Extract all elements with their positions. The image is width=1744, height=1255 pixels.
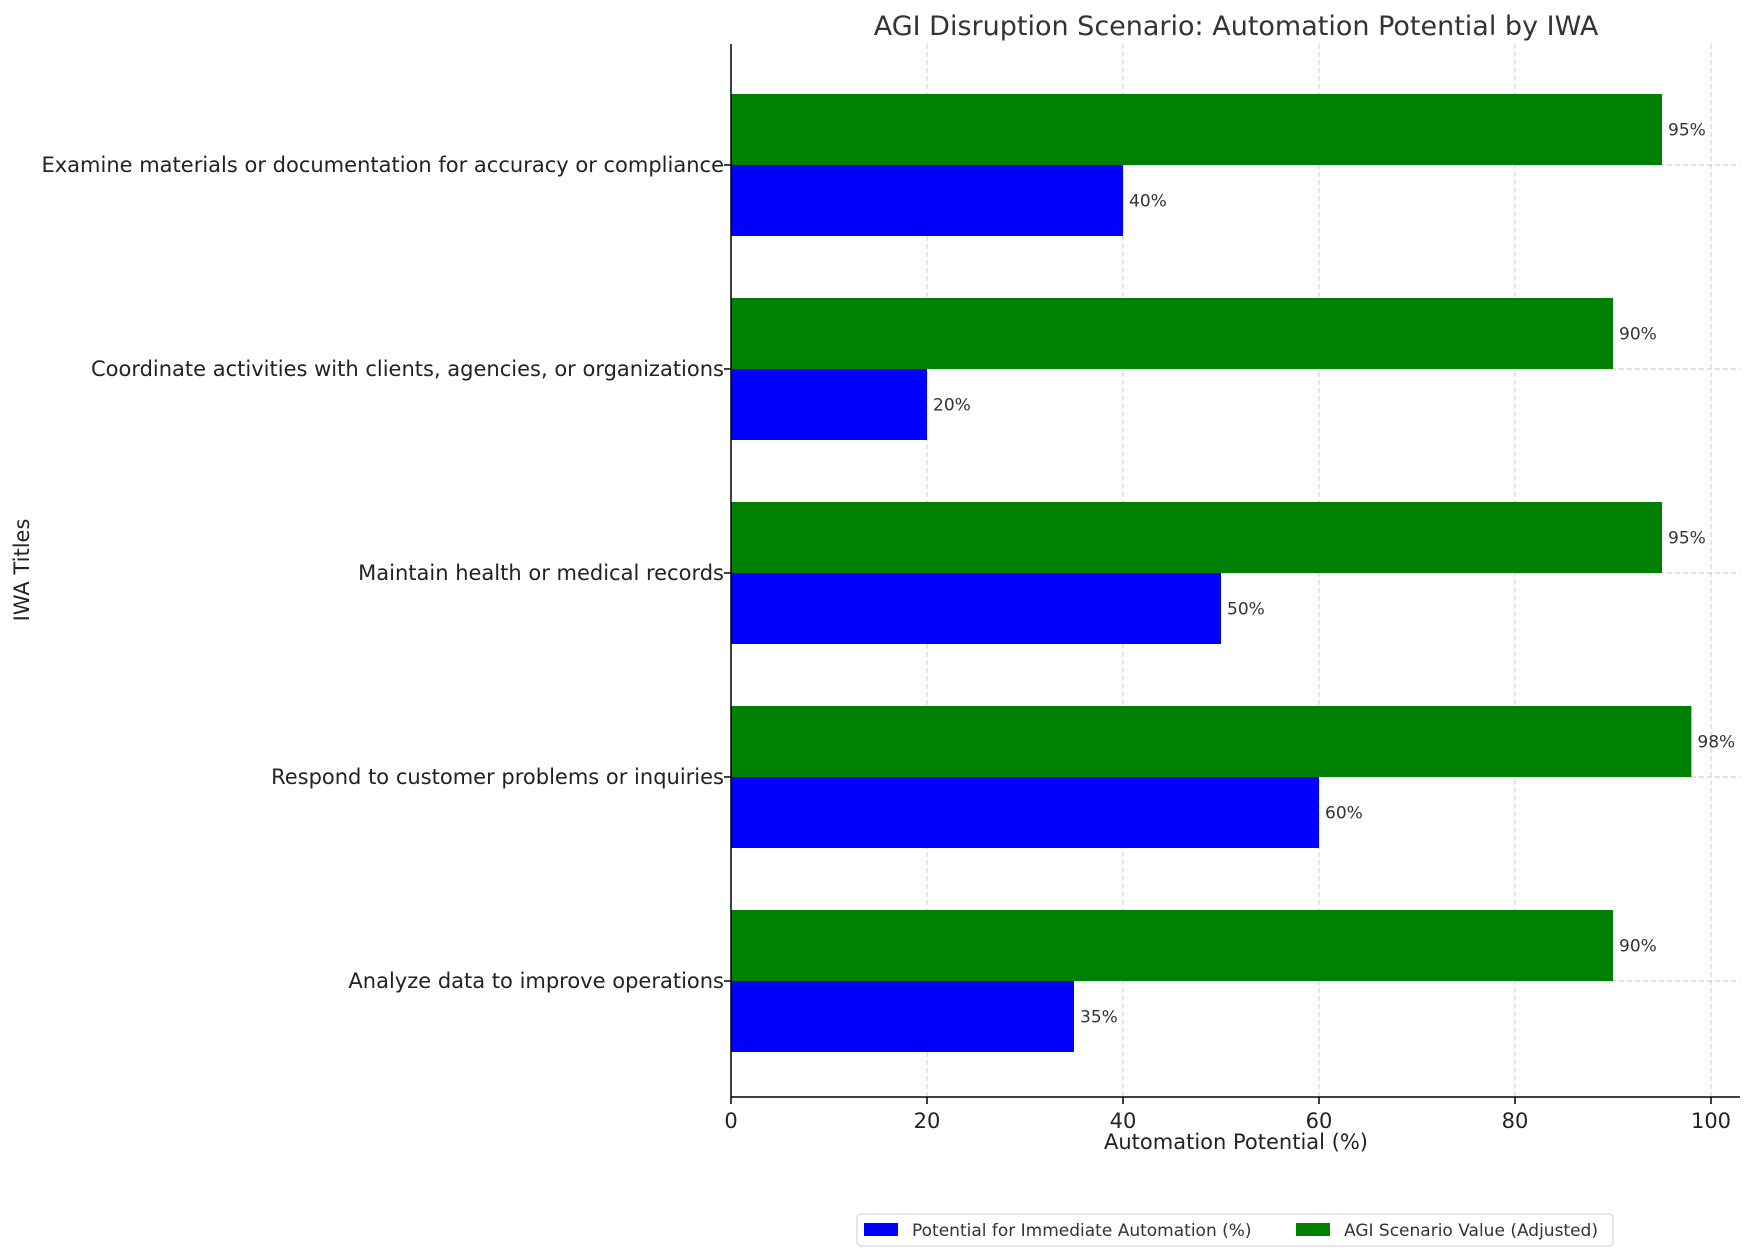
legend-label-agi: AGI Scenario Value (Adjusted) — [1344, 1221, 1598, 1241]
x-ticks: 0 20 40 60 80 100 — [724, 1097, 1731, 1133]
x-tick-label: 0 — [724, 1109, 737, 1133]
bar-agi — [731, 910, 1613, 981]
bar-agi — [731, 502, 1662, 573]
legend-swatch-agi — [1296, 1223, 1330, 1236]
bar-immediate — [731, 573, 1221, 644]
bars-layer — [731, 94, 1692, 1052]
bar-agi — [731, 298, 1613, 369]
category-label: Examine materials or documentation for a… — [41, 153, 724, 177]
category-label: Respond to customer problems or inquirie… — [271, 765, 724, 789]
data-label-agi: 95% — [1668, 121, 1706, 141]
bar-agi — [731, 706, 1692, 777]
bar-immediate — [731, 981, 1074, 1052]
data-label-immediate: 60% — [1325, 804, 1363, 824]
category-label: Coordinate activities with clients, agen… — [91, 357, 724, 381]
chart-title: AGI Disruption Scenario: Automation Pote… — [874, 11, 1599, 42]
bar-agi — [731, 94, 1662, 165]
data-label-immediate: 50% — [1227, 600, 1265, 620]
legend: Potential for Immediate Automation (%) A… — [856, 1213, 1614, 1247]
data-label-agi: 90% — [1619, 325, 1657, 345]
category-label: Maintain health or medical records — [358, 561, 724, 585]
data-label-immediate: 35% — [1080, 1008, 1118, 1028]
x-tick-label: 100 — [1691, 1109, 1731, 1133]
legend-frame — [856, 1213, 1614, 1247]
bar-immediate — [731, 369, 927, 440]
x-tick-label: 20 — [914, 1109, 941, 1133]
data-label-agi: 95% — [1668, 529, 1706, 549]
category-label: Analyze data to improve operations — [348, 969, 724, 993]
category-labels: Examine materials or documentation for a… — [41, 153, 731, 993]
data-label-agi: 98% — [1697, 733, 1735, 753]
labels-layer: 40% 95% 20% 90% 50% 95% 60% 98% 35% 90% — [933, 121, 1735, 1028]
data-label-immediate: 20% — [933, 396, 971, 416]
x-tick-label: 40 — [1110, 1109, 1137, 1133]
bar-immediate — [731, 165, 1123, 236]
data-label-immediate: 40% — [1129, 192, 1167, 212]
x-tick-label: 60 — [1306, 1109, 1333, 1133]
data-label-agi: 90% — [1619, 937, 1657, 957]
legend-swatch-immediate — [864, 1223, 898, 1236]
x-tick-label: 80 — [1502, 1109, 1529, 1133]
y-axis-label: IWA Titles — [10, 519, 34, 622]
bar-immediate — [731, 777, 1319, 848]
legend-label-immediate: Potential for Immediate Automation (%) — [912, 1221, 1252, 1241]
x-axis-label: Automation Potential (%) — [1104, 1130, 1368, 1154]
